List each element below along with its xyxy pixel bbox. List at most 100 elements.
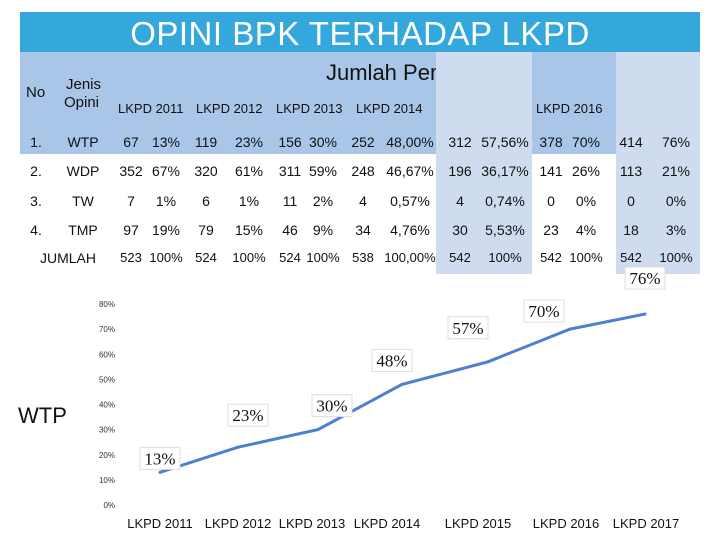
wtp-data-point bbox=[158, 470, 162, 474]
data-label: 76% bbox=[629, 269, 660, 288]
table-cell: 0% bbox=[665, 193, 687, 209]
table-cell: 79 bbox=[198, 222, 214, 238]
data-label: 13% bbox=[144, 449, 175, 468]
row-opinion-type: TMP bbox=[68, 222, 98, 238]
table-cell: 4 bbox=[359, 193, 367, 209]
year-header: LKPD 2014 bbox=[356, 101, 423, 116]
data-label-box bbox=[371, 348, 413, 372]
wtp-data-point bbox=[316, 428, 320, 432]
total-cell: 100,00% bbox=[384, 250, 436, 265]
table-cell: 11 bbox=[282, 193, 298, 209]
table-header-band bbox=[20, 52, 700, 148]
table-cell: 0 bbox=[547, 193, 555, 209]
table-cell: 59% bbox=[308, 163, 338, 179]
table-cell: 378 bbox=[539, 134, 563, 150]
y-tick-label: 40% bbox=[99, 401, 115, 410]
wtp-series-line bbox=[159, 312, 646, 474]
total-cell: 524 bbox=[195, 250, 217, 265]
table-cell: 18 bbox=[623, 222, 639, 238]
column-highlight-2017 bbox=[616, 52, 700, 274]
table-cell: 1% bbox=[238, 193, 260, 209]
row-number: 1. bbox=[30, 134, 42, 150]
row-opinion-type: TW bbox=[72, 193, 94, 209]
row-number: 2. bbox=[30, 163, 42, 179]
table-cell: 30 bbox=[452, 222, 468, 238]
table-cell: 1% bbox=[155, 193, 177, 209]
data-label-box bbox=[311, 394, 353, 418]
table-cell: 15% bbox=[234, 222, 264, 238]
x-category-label: LKPD 2011 bbox=[127, 516, 193, 531]
table-cell: 7 bbox=[127, 193, 135, 209]
table-cell: 19% bbox=[151, 222, 181, 238]
title-bar bbox=[20, 12, 700, 52]
table-cell: 23 bbox=[543, 222, 559, 238]
total-cell: 524 bbox=[279, 250, 301, 265]
y-tick-label: 20% bbox=[99, 451, 115, 460]
x-category-label: LKPD 2015 bbox=[445, 516, 512, 531]
data-label-box bbox=[139, 446, 181, 470]
wtp-data-point bbox=[486, 360, 490, 364]
table-cell: 0% bbox=[575, 193, 597, 209]
table-cell: 67% bbox=[151, 163, 181, 179]
data-label: 30% bbox=[316, 397, 347, 416]
y-tick-label: 70% bbox=[99, 325, 115, 334]
table-cell: 4,76% bbox=[390, 222, 430, 238]
data-label: 57% bbox=[452, 319, 483, 338]
table-cell: 156 bbox=[278, 134, 302, 150]
col-no-header: No bbox=[26, 84, 46, 101]
total-cell: 538 bbox=[352, 250, 374, 265]
total-cell: 100% bbox=[149, 250, 183, 265]
x-category-label: LKPD 2016 bbox=[533, 516, 600, 531]
row-number: 3. bbox=[30, 193, 42, 209]
table-cell: 320 bbox=[194, 163, 218, 179]
table-cell: 67 bbox=[123, 134, 139, 150]
x-category-label: LKPD 2014 bbox=[354, 516, 421, 531]
table-cell: 252 bbox=[351, 134, 375, 150]
row-opinion-type: WTP bbox=[67, 134, 99, 150]
year-header: LKPD 2013 bbox=[276, 101, 343, 116]
data-label: 48% bbox=[376, 351, 407, 370]
table-cell: 36,17% bbox=[481, 163, 529, 179]
table-cell: 0 bbox=[627, 193, 635, 209]
total-cell: 100% bbox=[659, 250, 693, 265]
table-cell: 113 bbox=[619, 163, 643, 179]
row-number: 4. bbox=[30, 222, 42, 238]
table-cell: 57,56% bbox=[481, 134, 529, 150]
total-cell: 100% bbox=[569, 250, 603, 265]
total-cell: 100% bbox=[488, 250, 522, 265]
table-cell: 30% bbox=[308, 134, 338, 150]
table-cell: 21% bbox=[661, 163, 691, 179]
table-header-band-lower bbox=[20, 148, 700, 154]
x-category-label: LKPD 2012 bbox=[205, 516, 272, 531]
total-label: JUMLAH bbox=[39, 250, 96, 266]
table-cell: 5,53% bbox=[485, 222, 525, 238]
year-header: LKPD 2011 bbox=[118, 101, 184, 116]
y-tick-label: 10% bbox=[99, 476, 115, 485]
y-tick-label: 30% bbox=[99, 426, 115, 435]
table-cell: 9% bbox=[312, 222, 334, 238]
total-cell: 542 bbox=[540, 250, 562, 265]
table-cell: 97 bbox=[123, 222, 139, 238]
table-cell: 46,67% bbox=[386, 163, 434, 179]
table-cell: 4% bbox=[575, 222, 597, 238]
table-cell: 0,57% bbox=[390, 193, 430, 209]
table-cell: 23% bbox=[234, 134, 264, 150]
row-opinion-type: WDP bbox=[66, 163, 100, 179]
table-cell: 196 bbox=[448, 163, 472, 179]
data-label-box bbox=[523, 299, 565, 323]
total-cell: 100% bbox=[232, 250, 266, 265]
col-jenis-header-line2: Opini bbox=[64, 94, 100, 111]
wtp-data-point bbox=[400, 382, 404, 386]
chart-series-label: WTP bbox=[18, 403, 67, 428]
y-tick-label: 80% bbox=[99, 300, 115, 309]
x-category-label: LKPD 2013 bbox=[279, 516, 346, 531]
table-cell: 46 bbox=[282, 222, 298, 238]
table-cell: 3% bbox=[665, 222, 687, 238]
wtp-data-point bbox=[568, 327, 572, 331]
table-cell: 61% bbox=[234, 163, 264, 179]
total-cell: 523 bbox=[120, 250, 142, 265]
total-cell: 542 bbox=[620, 250, 642, 265]
column-highlight-2015 bbox=[436, 52, 532, 274]
total-cell: 100% bbox=[306, 250, 340, 265]
